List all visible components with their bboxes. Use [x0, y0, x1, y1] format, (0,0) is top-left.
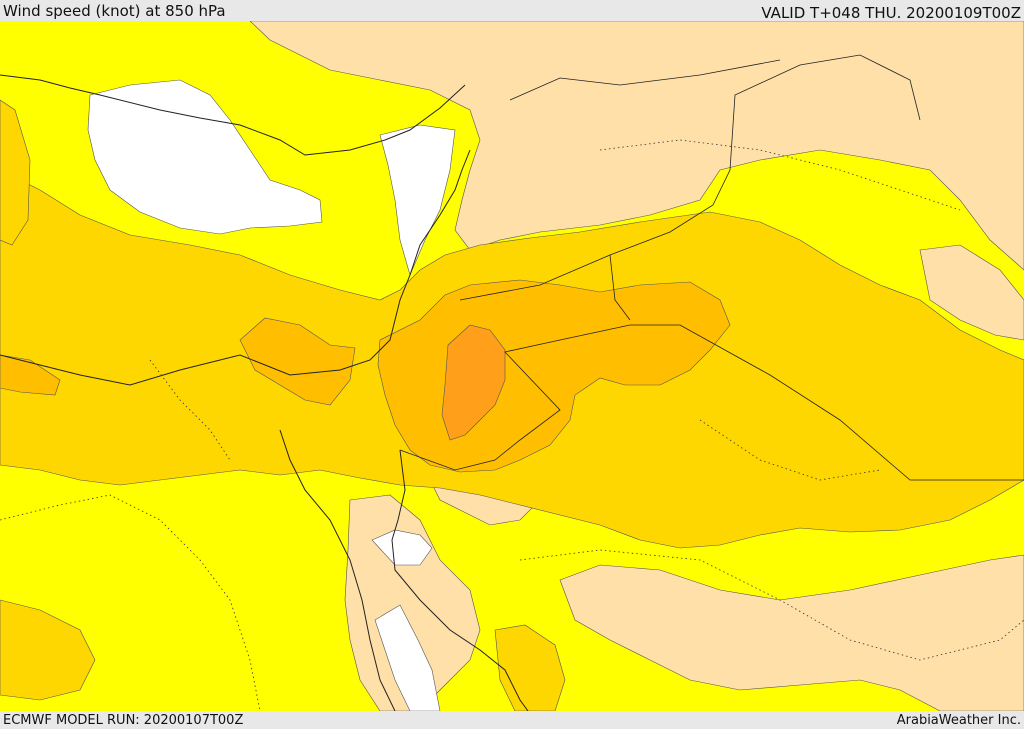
map-title: Wind speed (knot) at 850 hPa — [3, 2, 226, 20]
band-high-southwest — [0, 599, 96, 701]
band-higher-west-edge — [0, 354, 61, 396]
borders — [399, 54, 1024, 481]
band-lowest-sea — [87, 79, 323, 235]
band-high-west — [0, 99, 31, 246]
credit: ArabiaWeather Inc. — [896, 713, 1021, 728]
band-low-southeast — [559, 554, 1024, 711]
model-run: ECMWF MODEL RUN: 20200107T00Z — [3, 713, 244, 728]
band-highest-core — [441, 324, 506, 441]
wind-speed-map[interactable] — [0, 21, 1024, 711]
header-bar — [0, 0, 1024, 21]
valid-time: VALID T+048 THU. 20200109T00Z — [761, 4, 1021, 22]
band-low-east-strip — [919, 244, 1024, 341]
band-lowest-redsea-south — [374, 604, 441, 711]
coastlines — [0, 74, 529, 711]
band-low-red-sea — [344, 494, 481, 711]
band-higher-west — [239, 317, 356, 406]
band-lowest-sinai — [379, 124, 456, 276]
internal-boundaries — [0, 139, 1024, 711]
footer-bar — [0, 711, 1024, 729]
band-high-redsea-east — [494, 624, 566, 711]
